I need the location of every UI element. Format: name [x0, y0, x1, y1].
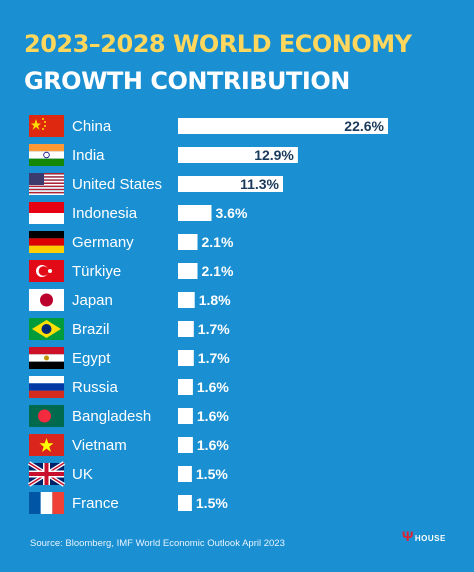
- bar-germany: [178, 234, 198, 250]
- category-label-t-rkiye: Türkiye: [72, 263, 121, 280]
- turkiye-flag-icon: [29, 260, 64, 282]
- value-label-t-rkiye: 2.1%: [202, 263, 234, 279]
- category-label-japan: Japan: [72, 292, 113, 309]
- bar-brazil: [178, 321, 194, 337]
- russia-flag-icon: [29, 376, 64, 398]
- france-flag-icon: [29, 492, 64, 514]
- united-states-flag-icon: [29, 173, 64, 195]
- value-label-france: 1.5%: [196, 495, 228, 511]
- value-label-indonesia: 3.6%: [216, 205, 248, 221]
- bar-france: [178, 495, 192, 511]
- category-label-united-states: United States: [72, 176, 162, 193]
- category-label-france: France: [72, 495, 119, 512]
- category-label-china: China: [72, 118, 112, 135]
- logo-text: HOUSE: [414, 534, 446, 543]
- chart-title: 2023–2028 WORLD ECONOMY GROWTH CONTRIBUT…: [24, 26, 464, 100]
- vietnam-flag-icon: [29, 434, 64, 456]
- category-label-vietnam: Vietnam: [72, 437, 127, 454]
- bar-egypt: [178, 350, 194, 366]
- category-label-russia: Russia: [72, 379, 119, 396]
- value-label-russia: 1.6%: [197, 379, 229, 395]
- category-label-indonesia: Indonesia: [72, 205, 138, 222]
- brazil-flag-icon: [29, 318, 64, 340]
- logo-mark-icon: Ψ: [402, 528, 414, 544]
- bar-t-rkiye: [178, 263, 198, 279]
- value-label-united-states: 11.3%: [240, 176, 279, 192]
- bar-vietnam: [178, 437, 193, 453]
- category-label-brazil: Brazil: [72, 321, 110, 338]
- bar-china: [178, 118, 388, 134]
- japan-flag-icon: [29, 289, 64, 311]
- category-label-india: India: [72, 147, 105, 164]
- bar-uk: [178, 466, 192, 482]
- bar-russia: [178, 379, 193, 395]
- egypt-flag-icon: [29, 347, 64, 369]
- uk-flag-icon: [27, 461, 66, 487]
- germany-flag-icon: [29, 231, 64, 253]
- category-label-germany: Germany: [72, 234, 134, 251]
- bar-japan: [178, 292, 195, 308]
- value-label-brazil: 1.7%: [198, 321, 230, 337]
- bar-bangladesh: [178, 408, 193, 424]
- house-logo: ΨHOUSE: [402, 528, 446, 544]
- indonesia-flag-icon: [29, 202, 64, 224]
- bar-indonesia: [178, 205, 212, 221]
- value-label-bangladesh: 1.6%: [197, 408, 229, 424]
- category-label-bangladesh: Bangladesh: [72, 408, 151, 425]
- bar-india: [178, 147, 298, 163]
- value-label-india: 12.9%: [254, 147, 294, 163]
- bangladesh-flag-icon: [29, 405, 64, 427]
- value-label-china: 22.6%: [344, 118, 384, 134]
- category-label-egypt: Egypt: [72, 350, 111, 367]
- value-label-germany: 2.1%: [202, 234, 234, 250]
- value-label-uk: 1.5%: [196, 466, 228, 482]
- value-label-vietnam: 1.6%: [197, 437, 229, 453]
- bar-united-states: [178, 176, 283, 192]
- source-note: Source: Bloomberg, IMF World Economic Ou…: [30, 538, 285, 549]
- category-label-uk: UK: [72, 466, 93, 483]
- title-line-2: GROWTH CONTRIBUTION: [24, 67, 350, 95]
- value-label-japan: 1.8%: [199, 292, 231, 308]
- title-line-1: 2023–2028 WORLD ECONOMY: [24, 30, 412, 58]
- india-flag-icon: [29, 144, 64, 166]
- value-label-egypt: 1.7%: [198, 350, 230, 366]
- china-flag-icon: [29, 115, 64, 137]
